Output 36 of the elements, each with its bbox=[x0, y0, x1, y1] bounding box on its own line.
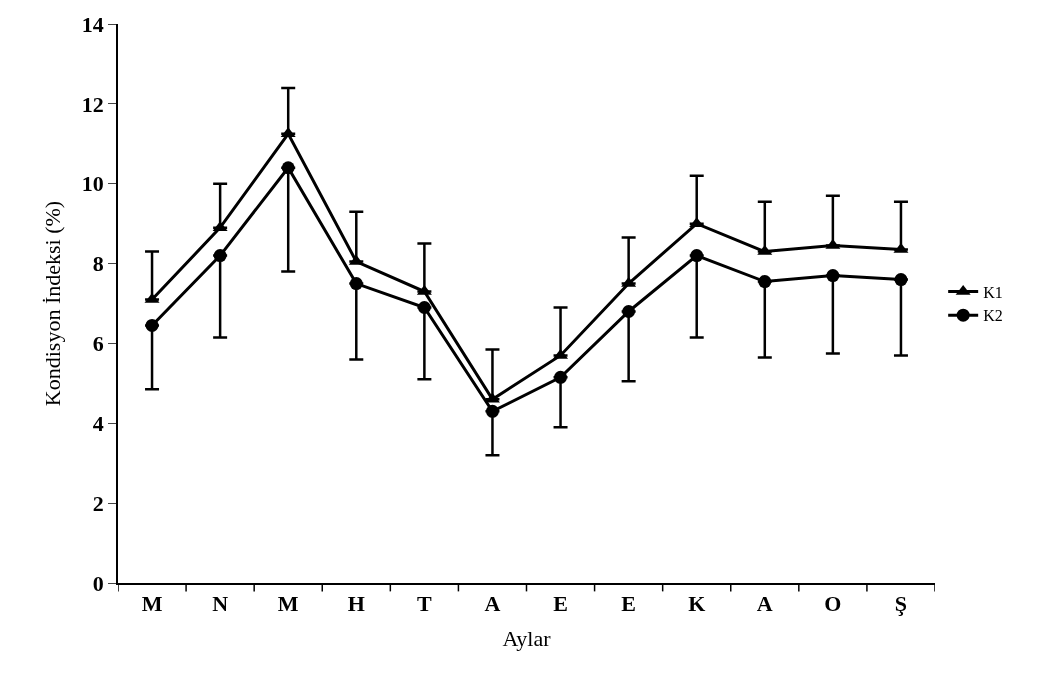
point bbox=[349, 277, 363, 291]
x-tick-label: E bbox=[553, 591, 568, 617]
point bbox=[554, 370, 568, 384]
x-tick-label: A bbox=[756, 591, 773, 617]
point bbox=[622, 304, 636, 318]
point bbox=[894, 273, 908, 287]
x-tick-label: A bbox=[484, 591, 501, 617]
x-tick-label: N bbox=[212, 591, 229, 617]
y-axis-title: Kondisyon İndeksi (%) bbox=[40, 200, 66, 407]
y-tick-label: 2 bbox=[92, 490, 104, 516]
x-tick-label: T bbox=[417, 591, 433, 617]
x-tick-label: H bbox=[347, 591, 365, 617]
y-tick-label: 4 bbox=[92, 410, 104, 436]
y-tick-label: 6 bbox=[92, 331, 104, 357]
y-tick-label: 0 bbox=[92, 570, 104, 596]
legend-label: K1 bbox=[983, 283, 1003, 301]
y-tick-label: 8 bbox=[92, 251, 104, 277]
x-tick-label: E bbox=[621, 591, 636, 617]
x-tick-label: M bbox=[277, 591, 299, 617]
x-axis-title: Aylar bbox=[502, 625, 552, 651]
point bbox=[485, 404, 499, 418]
y-tick-label: 10 bbox=[81, 171, 104, 197]
point bbox=[690, 249, 704, 263]
point bbox=[281, 161, 295, 175]
point bbox=[213, 249, 227, 263]
point bbox=[826, 269, 840, 283]
point bbox=[758, 275, 772, 289]
x-tick-label: Ş bbox=[894, 591, 908, 617]
x-tick-label: M bbox=[141, 591, 163, 617]
x-tick-label: K bbox=[688, 591, 706, 617]
legend-label: K2 bbox=[983, 307, 1003, 325]
point bbox=[145, 318, 159, 332]
y-tick-label: 14 bbox=[81, 11, 104, 37]
y-tick-label: 12 bbox=[81, 91, 104, 117]
x-tick-label: O bbox=[824, 591, 842, 617]
point bbox=[417, 300, 431, 314]
